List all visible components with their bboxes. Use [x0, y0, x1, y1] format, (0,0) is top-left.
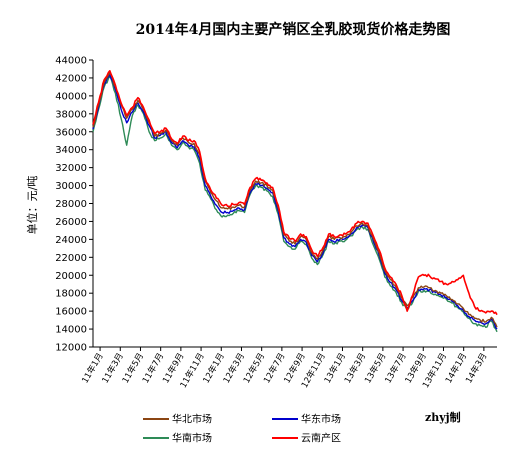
legend-label: 华南市场	[172, 432, 212, 445]
y-tick-label: 20000	[55, 271, 87, 282]
x-axis: 11年1月11年3月11年5月11年7月11年9月11年11月12年1月12年3…	[80, 346, 497, 390]
y-axis-label: 单位：元/吨	[25, 176, 39, 235]
plot-lines	[92, 70, 498, 333]
y-tick-label: 28000	[55, 199, 87, 210]
y-tick-label: 32000	[55, 163, 87, 174]
legend-label: 云南产区	[301, 432, 341, 445]
y-tick-label: 22000	[55, 253, 87, 264]
y-tick-label: 18000	[55, 289, 87, 300]
legend-label: 华东市场	[301, 413, 341, 426]
series-line	[92, 70, 498, 316]
series-line	[92, 73, 498, 330]
series-line	[92, 75, 498, 333]
y-tick-label: 26000	[55, 217, 87, 228]
y-tick-label: 36000	[55, 127, 87, 138]
series-line	[92, 71, 498, 328]
y-tick-label: 42000	[55, 73, 87, 84]
y-tick-label: 16000	[55, 307, 87, 318]
y-tick-label: 30000	[55, 181, 87, 192]
y-tick-label: 40000	[55, 91, 87, 102]
y-tick-label: 24000	[55, 235, 87, 246]
y-tick-label: 12000	[55, 343, 87, 354]
y-tick-label: 34000	[55, 145, 87, 156]
y-tick-label: 14000	[55, 325, 87, 336]
y-axis: 12000 14000 16000 18000 20000 22000 24000 26000…	[55, 56, 94, 354]
credit-text: zhyj制	[425, 410, 461, 424]
y-tick-label: 38000	[55, 109, 87, 120]
chart-title: 2014年4月国内主要产销区全乳胶现货价格走势图	[136, 21, 451, 38]
legend-label: 华北市场	[172, 413, 212, 426]
y-tick-label: 44000	[55, 56, 87, 67]
